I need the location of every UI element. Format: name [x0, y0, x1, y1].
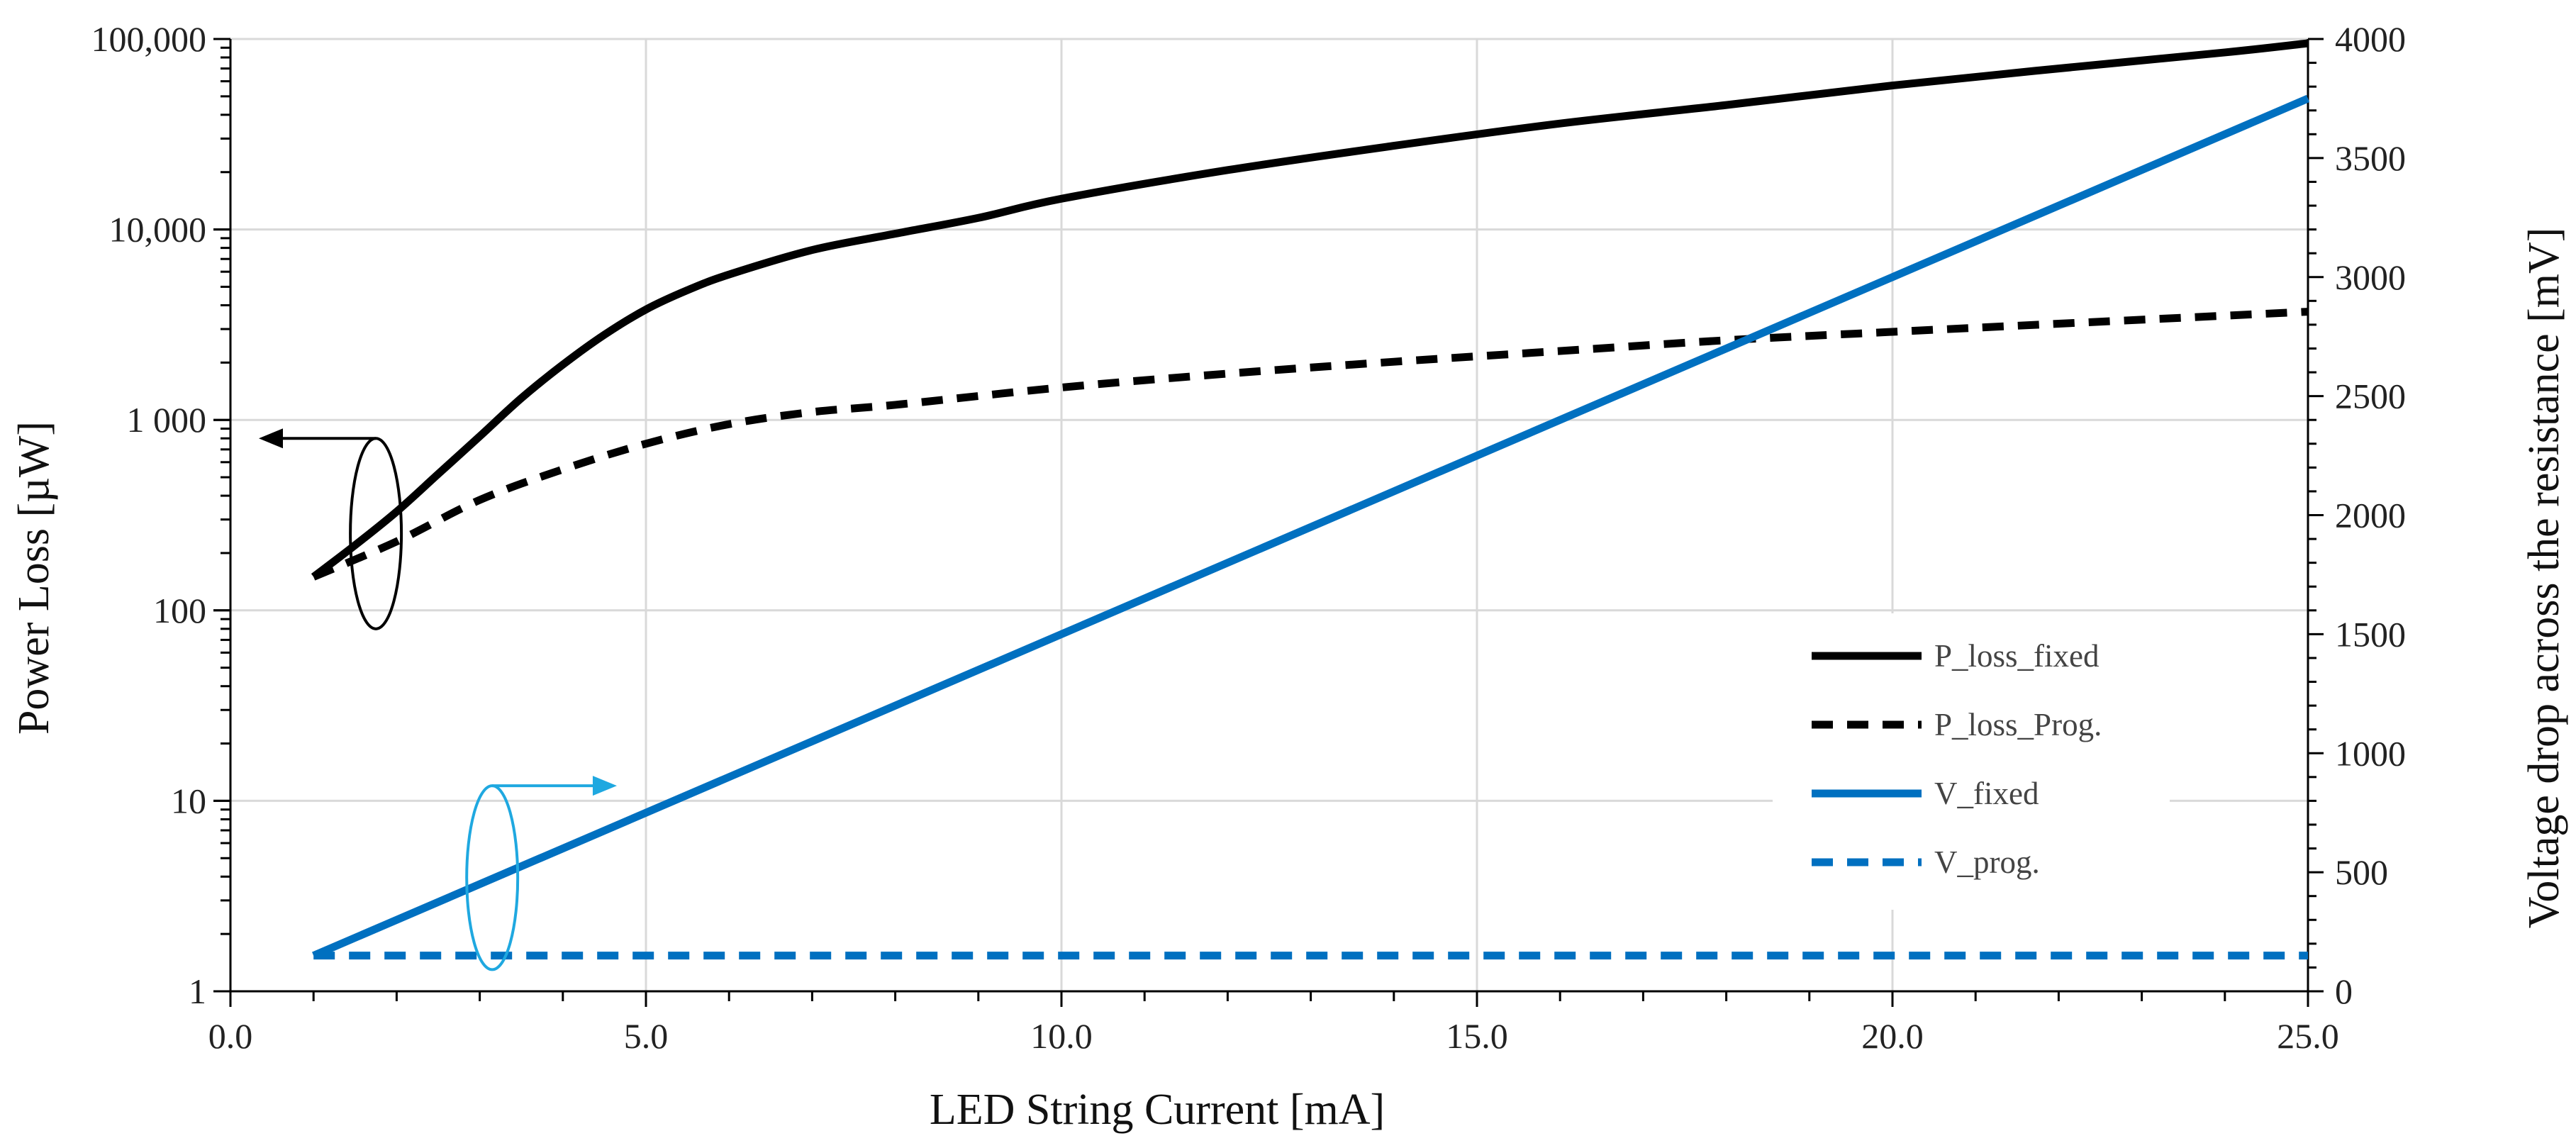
right-axis-indicator-arrow-head: [592, 776, 617, 796]
x-tick-label: 0.0: [208, 1016, 253, 1056]
right-tick-label: 0: [2335, 971, 2353, 1011]
right-tick-label: 2500: [2335, 377, 2406, 416]
left-tick-label: 100: [153, 591, 206, 630]
series-line-p-loss-prog: [312, 308, 2309, 581]
series-lines: [311, 39, 2310, 960]
right-tick-label: 3000: [2335, 257, 2406, 297]
right-tick-label: 500: [2335, 852, 2388, 892]
legend-label: V_fixed: [1934, 776, 2039, 811]
right-tick-label: 2000: [2335, 496, 2406, 535]
x-tick-label: 15.0: [1446, 1016, 1508, 1056]
annotations: [259, 428, 617, 971]
left-tick-label: 100,000: [91, 19, 207, 59]
tick-labels: 0.0 5.0 10.0 15.0 20.0 25.0 1 10 100 1 000 10,000 1…: [91, 19, 2407, 1056]
left-tick-label: 1 000: [127, 400, 207, 440]
x-tick-label: 25.0: [2277, 1016, 2339, 1056]
right-tick-label: 4000: [2335, 19, 2406, 59]
x-tick-label: 10.0: [1030, 1016, 1093, 1056]
legend-background: [1773, 613, 2170, 910]
left-tick-label: 10,000: [109, 210, 207, 250]
legend-label: V_prog.: [1934, 845, 2040, 880]
legend: P_loss_fixed P_loss_Prog. V_fixed V_prog.: [1773, 613, 2170, 910]
x-tick-label: 20.0: [1861, 1016, 1924, 1056]
right-tick-label: 3500: [2335, 138, 2406, 178]
right-tick-label: 1000: [2335, 733, 2406, 773]
axes: [213, 38, 2324, 1007]
series-line-v-fixed: [312, 94, 2310, 959]
left-y-axis-title: Power Loss [µW]: [10, 421, 58, 735]
right-y-axis-title: Voltage drop across the resistance [mV]: [2520, 228, 2568, 929]
right-tick-label: 1500: [2335, 614, 2406, 654]
legend-label: P_loss_Prog.: [1934, 707, 2102, 742]
series-line-p-loss-fixed: [311, 39, 2309, 580]
left-tick-label: 1: [189, 971, 206, 1011]
x-axis-title: LED String Current [mA]: [930, 1086, 1385, 1134]
legend-label: P_loss_fixed: [1934, 638, 2100, 674]
left-axis-indicator-arrow-head: [259, 428, 283, 449]
x-tick-label: 5.0: [624, 1016, 669, 1056]
left-tick-label: 10: [171, 781, 206, 820]
